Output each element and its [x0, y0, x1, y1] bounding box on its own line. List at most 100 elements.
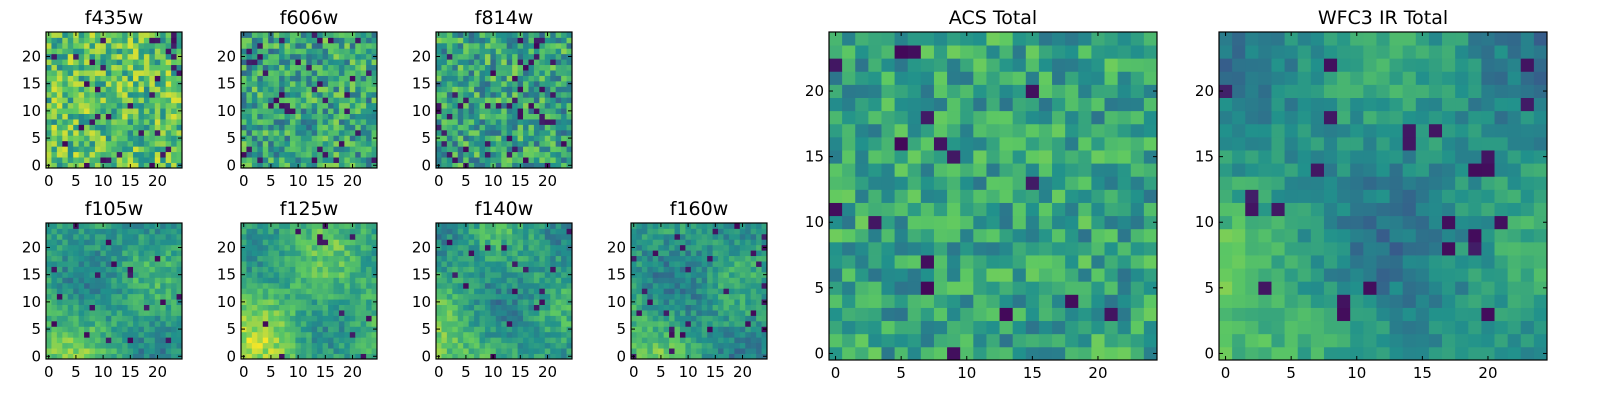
- heatmap-cell: [674, 261, 681, 267]
- heatmap-cell: [176, 113, 183, 120]
- heatmap-cell: [78, 97, 85, 104]
- heatmap-cell: [89, 91, 96, 98]
- heatmap-cell: [1052, 294, 1066, 308]
- heatmap-cell: [355, 261, 362, 267]
- heatmap-cell: [160, 91, 167, 98]
- heatmap-cell: [674, 288, 681, 295]
- heatmap-cell: [658, 239, 665, 246]
- heatmap-cell: [165, 32, 172, 38]
- heatmap-cell: [262, 102, 269, 109]
- heatmap-cell: [1038, 333, 1053, 348]
- heatmap-cell: [111, 348, 118, 354]
- heatmap-cell: [474, 293, 480, 300]
- heatmap-cell: [51, 255, 58, 262]
- heatmap-cell: [143, 151, 150, 158]
- heatmap-cell: [490, 337, 497, 344]
- heatmap-cell: [306, 135, 313, 142]
- heatmap-cell: [257, 326, 264, 333]
- heatmap-cell: [707, 277, 713, 284]
- heatmap-cell: [933, 202, 948, 217]
- heatmap-cell: [143, 293, 150, 300]
- heatmap-cell: [257, 266, 264, 273]
- heatmap-cell: [761, 228, 768, 235]
- heatmap-cell: [116, 342, 123, 349]
- heatmap-cell: [105, 337, 112, 344]
- heatmap-cell: [457, 266, 464, 273]
- heatmap-cell: [490, 86, 497, 93]
- heatmap-cell: [501, 53, 508, 60]
- heatmap-cell: [149, 151, 156, 158]
- heatmap-cell: [311, 299, 318, 305]
- heatmap-cell: [550, 326, 557, 333]
- heatmap-cell: [452, 244, 459, 251]
- heatmap-cell: [452, 266, 459, 273]
- heatmap-cell: [289, 32, 296, 38]
- heatmap-cell: [349, 304, 356, 311]
- heatmap-cell: [84, 75, 90, 82]
- heatmap-cell: [84, 113, 90, 120]
- heatmap-cell: [154, 244, 161, 251]
- heatmap-cell: [360, 70, 367, 76]
- heatmap-cells: [436, 32, 573, 169]
- heatmap-cell: [907, 228, 922, 243]
- heatmap-cell: [479, 70, 486, 76]
- heatmap-cell: [306, 86, 313, 93]
- heatmap-cell: [457, 293, 464, 300]
- heatmap-cell: [160, 233, 167, 240]
- heatmap-cell: [728, 233, 735, 240]
- heatmap-cell: [84, 310, 90, 316]
- heatmap-cell: [528, 244, 535, 251]
- heatmap-cell: [279, 304, 285, 311]
- heatmap-cell: [490, 310, 497, 316]
- heatmap-cell: [94, 250, 101, 257]
- heatmap-cell: [78, 266, 85, 273]
- heatmap-cell: [641, 315, 648, 322]
- heatmap-cell: [1078, 241, 1092, 256]
- heatmap-cell: [116, 228, 123, 235]
- heatmap-cell: [154, 59, 161, 66]
- heatmap-cell: [289, 342, 296, 349]
- heatmap-cell: [457, 129, 464, 136]
- heatmap-cell: [718, 255, 724, 262]
- heatmap-cell: [366, 146, 372, 153]
- heatmap-cell: [300, 48, 307, 55]
- heatmap-cell: [273, 342, 280, 349]
- heatmap-cell: [333, 261, 340, 267]
- heatmap-cell: [512, 48, 518, 55]
- heatmap-cell: [333, 342, 340, 349]
- heatmap-cell: [311, 102, 318, 109]
- heatmap-cell: [371, 288, 378, 295]
- heatmap-cell: [279, 348, 285, 354]
- heatmap-cell: [761, 337, 768, 344]
- heatmap-cell: [474, 119, 480, 125]
- heatmap-cell: [479, 129, 486, 136]
- heatmap-cell: [154, 113, 161, 120]
- heatmap-cell: [338, 223, 345, 229]
- heatmap-cell: [46, 261, 52, 267]
- heatmap-cell: [756, 299, 762, 305]
- heatmap-cell: [111, 113, 118, 120]
- heatmap-cell: [89, 151, 96, 158]
- heatmap-cell: [707, 304, 713, 311]
- heatmap-cell: [317, 282, 323, 289]
- heatmap-cell: [441, 304, 448, 311]
- heatmap-cell: [441, 113, 448, 120]
- heatmap-cell: [165, 42, 172, 49]
- heatmap-cell: [441, 53, 448, 60]
- heatmap-cell: [46, 233, 52, 240]
- heatmap-cell: [94, 271, 101, 278]
- heatmap-cell: [756, 342, 762, 349]
- heatmap-cell: [463, 326, 470, 333]
- heatmap-cell: [306, 293, 313, 300]
- heatmap-cell: [333, 48, 340, 55]
- heatmap-cell: [647, 244, 654, 251]
- heatmap-cell: [723, 250, 730, 257]
- heatmap-cell: [122, 140, 128, 147]
- heatmap-cell: [495, 331, 502, 338]
- heatmap-cell: [262, 261, 269, 267]
- heatmap-cell: [268, 151, 275, 158]
- heatmap-cell: [533, 239, 540, 246]
- heatmap-cell: [501, 250, 508, 257]
- heatmap-cell: [355, 91, 362, 98]
- heatmap-cell: [468, 331, 475, 338]
